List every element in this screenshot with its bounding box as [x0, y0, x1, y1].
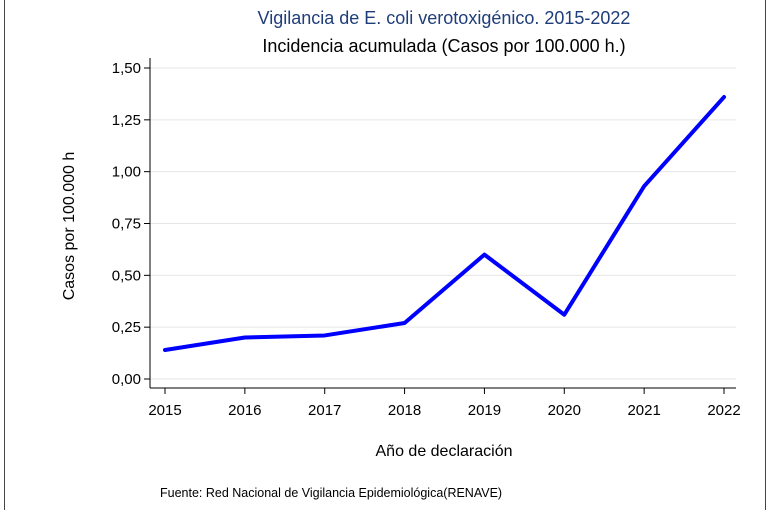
x-tick-label: 2022 [707, 402, 740, 419]
y-tick-label: 0,75 [112, 216, 141, 233]
axes [144, 58, 736, 394]
x-tick-label: 2015 [148, 402, 181, 419]
chart-frame [4, 0, 766, 510]
y-axis-label: Casos por 100.000 h [61, 152, 78, 301]
y-tick-label: 1,25 [112, 112, 141, 129]
x-tick-label: 2016 [228, 402, 261, 419]
y-tick-label: 0,00 [112, 371, 141, 388]
x-axis-label: Año de declaración [376, 443, 513, 460]
series-line [163, 95, 726, 352]
y-tick-label: 0,25 [112, 319, 141, 336]
x-tick-label: 2020 [548, 402, 581, 419]
x-tick-label: 2018 [388, 402, 421, 419]
x-tick-labels: 2015 2016 2017 2018 2019 2020 2021 2022 [148, 402, 740, 419]
chart-title: Vigilancia de E. coli verotoxigénico. 20… [258, 8, 631, 28]
y-tick-label: 1,00 [112, 164, 141, 181]
y-tick-label: 0,50 [112, 267, 141, 284]
y-tick-labels: 0,00 0,25 0,50 0,75 1,00 1,25 1,50 [112, 60, 141, 388]
series-layer [163, 95, 726, 352]
x-tick-label: 2017 [308, 402, 341, 419]
x-tick-label: 2021 [627, 402, 660, 419]
source-note: Fuente: Red Nacional de Vigilancia Epide… [160, 486, 502, 500]
y-tick-label: 1,50 [112, 60, 141, 77]
chart-subtitle: Incidencia acumulada (Casos por 100.000 … [262, 36, 625, 56]
gridlines [150, 67, 736, 380]
x-tick-label: 2019 [468, 402, 501, 419]
